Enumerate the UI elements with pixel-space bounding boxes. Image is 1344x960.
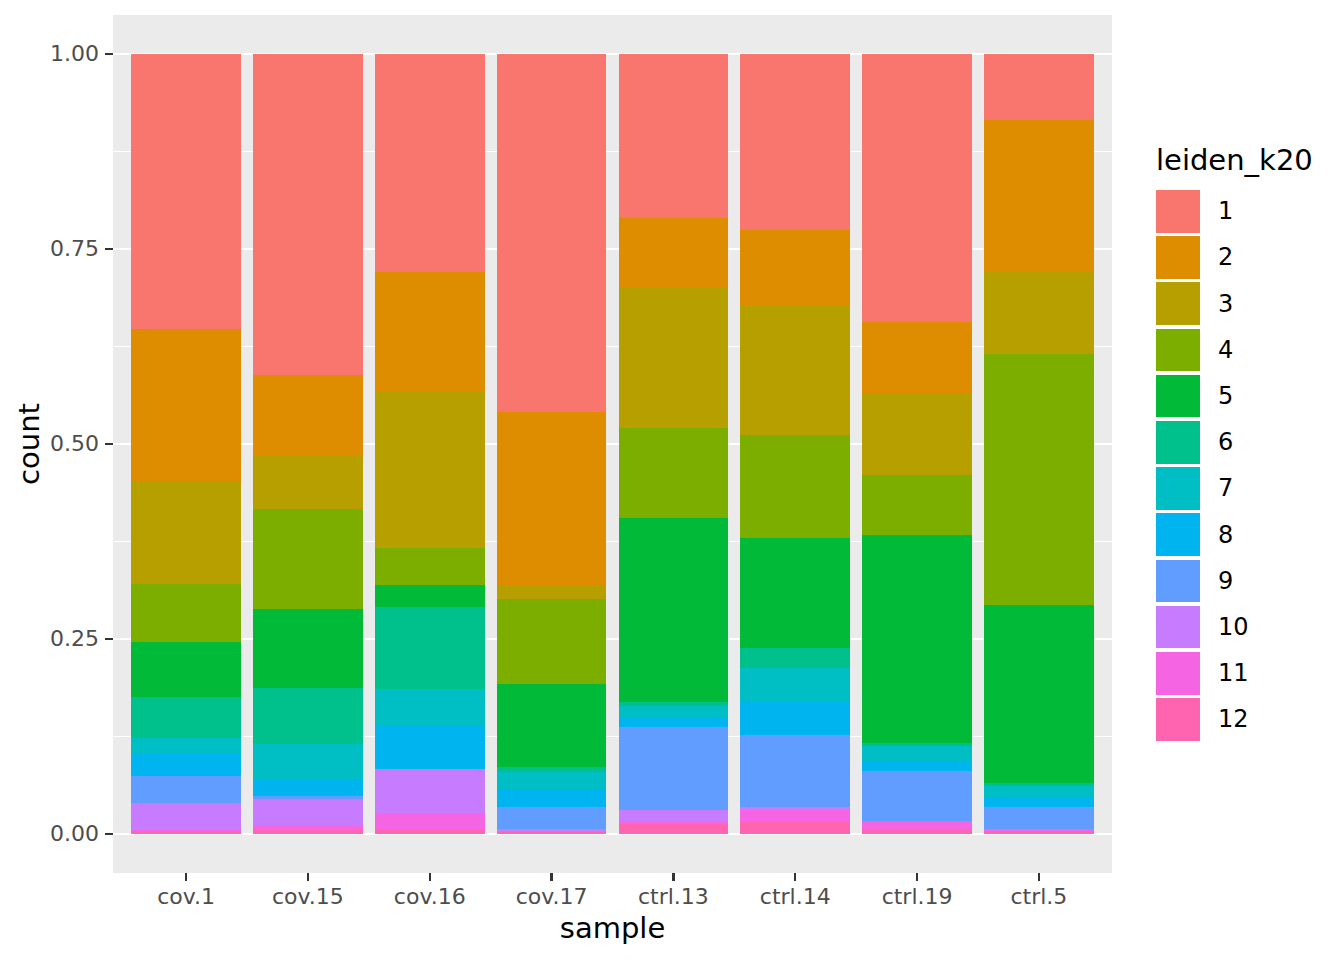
y-tick-label: 0.00 (39, 823, 99, 845)
y-tick-label: 1.00 (39, 43, 99, 65)
x-tick-label: ctrl.19 (882, 886, 953, 908)
x-tick-mark (1038, 873, 1040, 881)
x-tick-label: ctrl.14 (760, 886, 831, 908)
bar-segment-cluster-12 (740, 822, 850, 834)
stacked-bar-cov.15 (253, 54, 363, 834)
stacked-bar-cov.1 (131, 54, 241, 834)
plot-canvas: count sample leiden_k20 0.000.250.500.75… (0, 0, 1344, 960)
legend-key-10 (1156, 606, 1200, 649)
legend-key-8 (1156, 513, 1200, 556)
legend-key-4 (1156, 329, 1200, 372)
legend-label-9: 9 (1218, 569, 1233, 593)
legend-label-11: 11 (1218, 661, 1249, 685)
bar-segment-cluster-12 (619, 824, 729, 834)
bar-segment-cluster-12 (375, 830, 485, 834)
y-tick-mark (105, 833, 113, 835)
bar-segment-cluster-12 (497, 832, 607, 834)
y-tick-mark (105, 53, 113, 55)
legend-label-12: 12 (1218, 707, 1249, 731)
legend-key-6 (1156, 421, 1200, 464)
x-tick-label: cov.1 (157, 886, 215, 908)
x-tick-mark (794, 873, 796, 881)
legend-label-3: 3 (1218, 292, 1233, 316)
legend-key-7 (1156, 467, 1200, 510)
y-tick-label: 0.25 (39, 628, 99, 650)
x-tick-label: cov.15 (272, 886, 344, 908)
legend-label-6: 6 (1218, 430, 1233, 454)
bar-segment-cluster-12 (131, 831, 241, 834)
stacked-bar-ctrl.5 (984, 54, 1094, 834)
y-tick-label: 0.75 (39, 238, 99, 260)
x-tick-mark (307, 873, 309, 881)
stacked-bar-cov.17 (497, 54, 607, 834)
legend-label-10: 10 (1218, 615, 1249, 639)
bar-segment-cluster-12 (862, 829, 972, 834)
x-tick-label: cov.16 (394, 886, 466, 908)
bar-segment-cluster-12 (253, 830, 363, 834)
x-tick-mark (550, 873, 552, 881)
legend-title: leiden_k20 (1156, 146, 1313, 175)
legend-key-3 (1156, 282, 1200, 325)
y-tick-label: 0.50 (39, 433, 99, 455)
stacked-bar-ctrl.13 (619, 54, 729, 834)
legend-label-8: 8 (1218, 523, 1233, 547)
y-tick-mark (105, 248, 113, 250)
x-tick-label: ctrl.13 (638, 886, 709, 908)
x-tick-label: cov.17 (516, 886, 588, 908)
legend-key-9 (1156, 560, 1200, 603)
legend-key-5 (1156, 375, 1200, 418)
x-tick-mark (429, 873, 431, 881)
legend-key-11 (1156, 652, 1200, 695)
legend-label-5: 5 (1218, 384, 1233, 408)
x-tick-mark (185, 873, 187, 881)
x-axis-title: sample (560, 914, 665, 943)
bar-segment-cluster-12 (984, 831, 1094, 834)
stacked-bar-ctrl.14 (740, 54, 850, 834)
legend-label-2: 2 (1218, 245, 1233, 269)
legend-key-1 (1156, 190, 1200, 233)
legend-key-12 (1156, 698, 1200, 741)
stacked-bar-ctrl.19 (862, 54, 972, 834)
legend-label-1: 1 (1218, 199, 1233, 223)
x-tick-mark (916, 873, 918, 881)
legend-key-2 (1156, 236, 1200, 279)
y-tick-mark (105, 638, 113, 640)
stacked-bar-cov.16 (375, 54, 485, 834)
legend-label-7: 7 (1218, 476, 1233, 500)
legend-label-4: 4 (1218, 338, 1233, 362)
x-tick-label: ctrl.5 (1010, 886, 1067, 908)
y-tick-mark (105, 443, 113, 445)
x-tick-mark (672, 873, 674, 881)
